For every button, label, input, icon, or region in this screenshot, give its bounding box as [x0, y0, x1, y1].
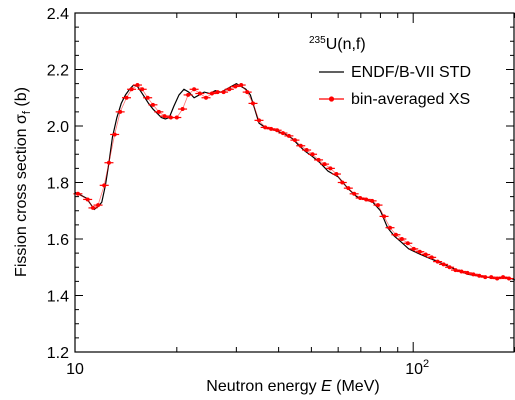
bin-point	[90, 205, 95, 210]
bin-point	[221, 90, 226, 95]
bin-point	[388, 225, 393, 230]
bin-point	[227, 87, 232, 92]
bin-point	[453, 268, 458, 273]
bin-point	[322, 162, 327, 167]
bin-point	[429, 255, 434, 260]
y-tick-label: 2.0	[47, 119, 69, 136]
bin-point	[495, 276, 500, 281]
legend-title: 235U(n,f)	[309, 35, 366, 53]
bin-point	[447, 265, 452, 270]
bin-point	[298, 143, 303, 148]
bin-point	[507, 276, 512, 281]
bin-point	[483, 275, 488, 280]
bin-point	[129, 87, 134, 92]
bin-point	[411, 246, 416, 251]
bin-point	[180, 107, 185, 112]
bin-point	[316, 157, 321, 162]
bin-point	[140, 87, 145, 92]
bin-point	[280, 131, 285, 136]
bin-point	[269, 126, 274, 131]
labels-layer: 1.2 1.4 1.6 1.8 2.0 2.2 2.4 10 102	[47, 6, 429, 378]
bin-point	[197, 91, 202, 96]
bin-point	[435, 259, 440, 264]
legend-label-endf: ENDF/B-VII STD	[351, 64, 471, 81]
bin-point	[352, 191, 357, 196]
legend-label-bin-averaged: bin-averaged XS	[351, 91, 470, 108]
bin-point	[328, 166, 333, 171]
series-line-bin-averaged	[77, 84, 510, 279]
y-tick-label: 1.8	[47, 176, 69, 193]
bin-point	[145, 95, 150, 100]
y-tick-label: 1.2	[47, 345, 69, 362]
x-axis-label: Neutron energy E (MeV)	[206, 378, 379, 395]
bin-point	[150, 102, 155, 107]
bin-point	[459, 269, 464, 274]
bin-point	[112, 132, 117, 137]
ticks-layer	[74, 12, 515, 353]
y-tick-label: 1.6	[47, 232, 69, 249]
bin-point	[304, 148, 309, 153]
y-tick-label: 2.4	[47, 6, 69, 23]
bin-point	[186, 92, 191, 97]
bin-point	[489, 275, 494, 280]
bin-point	[245, 90, 250, 95]
y-tick-label: 1.4	[47, 289, 69, 306]
bin-point	[393, 232, 398, 237]
bin-point	[118, 109, 123, 114]
bin-point	[215, 90, 220, 95]
bin-point	[124, 95, 129, 100]
legend: 235U(n,f) ENDF/B-VII STD bin-averaged XS	[309, 35, 471, 108]
y-axis-label: Fission cross section σf (b)	[13, 87, 33, 277]
bin-point	[263, 125, 268, 130]
bin-point	[334, 172, 339, 177]
bin-point	[405, 241, 410, 246]
bin-point	[174, 115, 179, 120]
bin-point	[465, 270, 470, 275]
bin-point	[310, 152, 315, 157]
bin-point	[106, 160, 111, 165]
bin-point	[441, 262, 446, 267]
bin-point	[292, 138, 297, 143]
bin-point	[399, 237, 404, 241]
bin-point	[239, 83, 244, 88]
bin-point	[257, 118, 262, 123]
bin-point	[286, 133, 291, 138]
bin-point	[233, 84, 238, 89]
bin-point	[477, 273, 482, 278]
bin-point	[423, 252, 428, 257]
bin-point	[340, 180, 345, 185]
bin-point	[471, 272, 476, 277]
bin-point	[346, 186, 351, 191]
bin-point	[275, 128, 280, 133]
bin-point	[156, 109, 161, 114]
bin-point	[85, 197, 90, 202]
bin-point	[364, 197, 369, 202]
bin-point	[204, 95, 209, 100]
bin-point	[162, 114, 167, 119]
bin-point	[192, 87, 197, 92]
x-tick-label: 10	[66, 361, 84, 378]
bin-point	[417, 249, 422, 254]
x-tick-label: 102	[405, 358, 429, 378]
bin-point	[370, 198, 375, 203]
bin-point	[382, 214, 387, 219]
series-layer	[73, 82, 515, 281]
bin-point	[102, 183, 107, 188]
bin-point	[168, 115, 173, 120]
series-line-endf	[74, 82, 515, 281]
legend-marker-bin-averaged	[328, 96, 335, 102]
y-tick-label: 2.2	[47, 63, 69, 80]
bin-point	[96, 203, 101, 208]
bin-point	[376, 203, 381, 208]
bin-point	[251, 101, 256, 106]
bin-point	[501, 275, 506, 280]
bin-point	[135, 83, 140, 88]
bin-point	[209, 91, 214, 96]
bin-point	[75, 191, 80, 196]
bin-point	[358, 196, 363, 201]
